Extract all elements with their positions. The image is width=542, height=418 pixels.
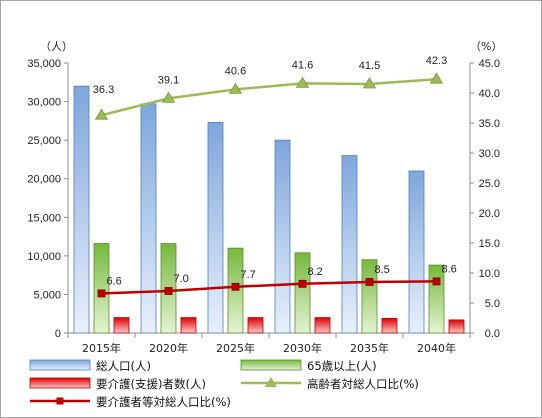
x-tick-label: 2030年 [283,341,322,355]
legend-swatch-1 [240,359,302,371]
x-tick-label: 2015年 [82,341,121,355]
data-label: 8.6 [442,263,457,275]
right-tick-label: 45.0 [479,58,500,70]
right-axis-unit: （%） [470,40,502,53]
data-label: 6.6 [107,275,122,287]
left-tick-label: 20,000 [27,174,61,186]
left-axis-unit: （人） [40,40,73,53]
right-tick-label: 40.0 [479,88,500,100]
marker-square-2 [231,282,240,291]
legend-label-1: 65歳以上(人) [307,359,377,373]
bar-2-3 [314,317,331,334]
bar-2-0 [113,317,130,334]
data-label: 7.7 [241,269,256,281]
bar-0-3 [274,139,291,334]
marker-triangle-1 [161,91,176,103]
right-tick-label: 0.0 [485,328,500,340]
marker-square-0 [97,289,106,298]
bar-1-0 [93,243,110,334]
data-label: 39.1 [158,74,179,86]
legend-swatch-0 [29,359,91,371]
marker-triangle-2 [228,82,243,94]
marker-triangle-3 [295,76,310,88]
bar-2-4 [381,317,398,334]
x-tick-label: 2020年 [149,341,188,355]
line-0 [101,77,437,117]
marker-square-5 [432,277,441,286]
left-tick-label: 10,000 [27,251,61,263]
marker-square-3 [298,279,307,288]
bar-1-3 [294,252,311,334]
data-label: 41.5 [359,60,380,72]
left-tick-label: 5,000 [33,289,61,301]
left-tick-label: 35,000 [27,58,61,70]
line-1 [101,280,437,295]
x-tick-label: 2040年 [417,341,456,355]
data-label: 8.5 [375,264,390,276]
right-tick-label: 5.0 [485,298,500,310]
bar-0-0 [73,85,90,334]
bar-1-4 [361,259,378,334]
marker-triangle-0 [94,108,109,120]
left-tick-label: 15,000 [27,212,61,224]
bar-0-4 [341,155,358,334]
legend-label-2: 要介護(支援)者数(人) [96,377,206,391]
data-label: 7.0 [174,273,189,285]
legend-swatch-2 [29,377,91,389]
bar-2-5 [448,319,465,334]
right-tick-label: 20.0 [479,208,500,220]
x-tick-label: 2035年 [350,341,389,355]
legend-marker-3 [265,377,277,387]
left-tick-label: 30,000 [27,97,61,109]
marker-triangle-5 [429,72,444,84]
legend-marker-4 [56,397,64,405]
bar-2-2 [247,317,264,334]
right-tick-label: 30.0 [479,148,500,160]
left-tick-label: 0 [55,328,61,340]
data-label: 8.2 [308,266,323,278]
legend-label-3: 高齢者対総人口比(%) [307,377,419,391]
legend-label-0: 総人口(人) [96,359,151,373]
bar-0-1 [140,103,157,334]
x-tick-label: 2025年 [216,341,255,355]
bar-0-5 [408,170,425,334]
marker-square-1 [164,287,173,295]
data-label: 42.3 [426,55,447,67]
left-tick-label: 25,000 [27,135,61,147]
bar-2-1 [180,317,197,334]
data-label: 41.6 [292,59,313,71]
data-label: 36.3 [93,84,114,96]
legend-label-4: 要介護者等対総人口比(%) [96,395,231,409]
marker-square-4 [365,278,374,286]
bar-0-2 [207,122,224,334]
right-tick-label: 15.0 [479,238,500,250]
marker-triangle-4 [362,77,377,89]
right-tick-label: 35.0 [479,118,500,130]
right-tick-label: 25.0 [479,178,500,190]
data-label: 40.6 [225,65,246,77]
right-tick-label: 10.0 [479,268,500,280]
